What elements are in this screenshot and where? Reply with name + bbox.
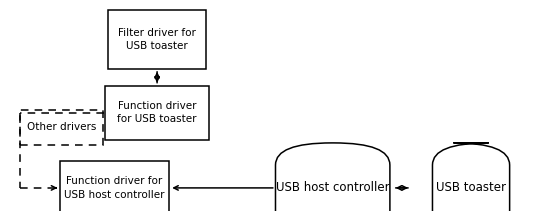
Text: Filter driver for
USB toaster: Filter driver for USB toaster [118,28,196,51]
FancyBboxPatch shape [275,143,390,213]
Text: USB toaster: USB toaster [436,181,506,194]
FancyBboxPatch shape [60,161,169,213]
Text: Other drivers: Other drivers [27,122,96,132]
Text: Function driver
for USB toaster: Function driver for USB toaster [117,101,197,124]
FancyBboxPatch shape [20,110,103,145]
FancyBboxPatch shape [108,10,206,69]
FancyBboxPatch shape [105,86,209,140]
Text: Function driver for
USB host controller: Function driver for USB host controller [64,176,165,200]
Text: USB host controller: USB host controller [276,181,389,194]
FancyBboxPatch shape [432,143,510,213]
